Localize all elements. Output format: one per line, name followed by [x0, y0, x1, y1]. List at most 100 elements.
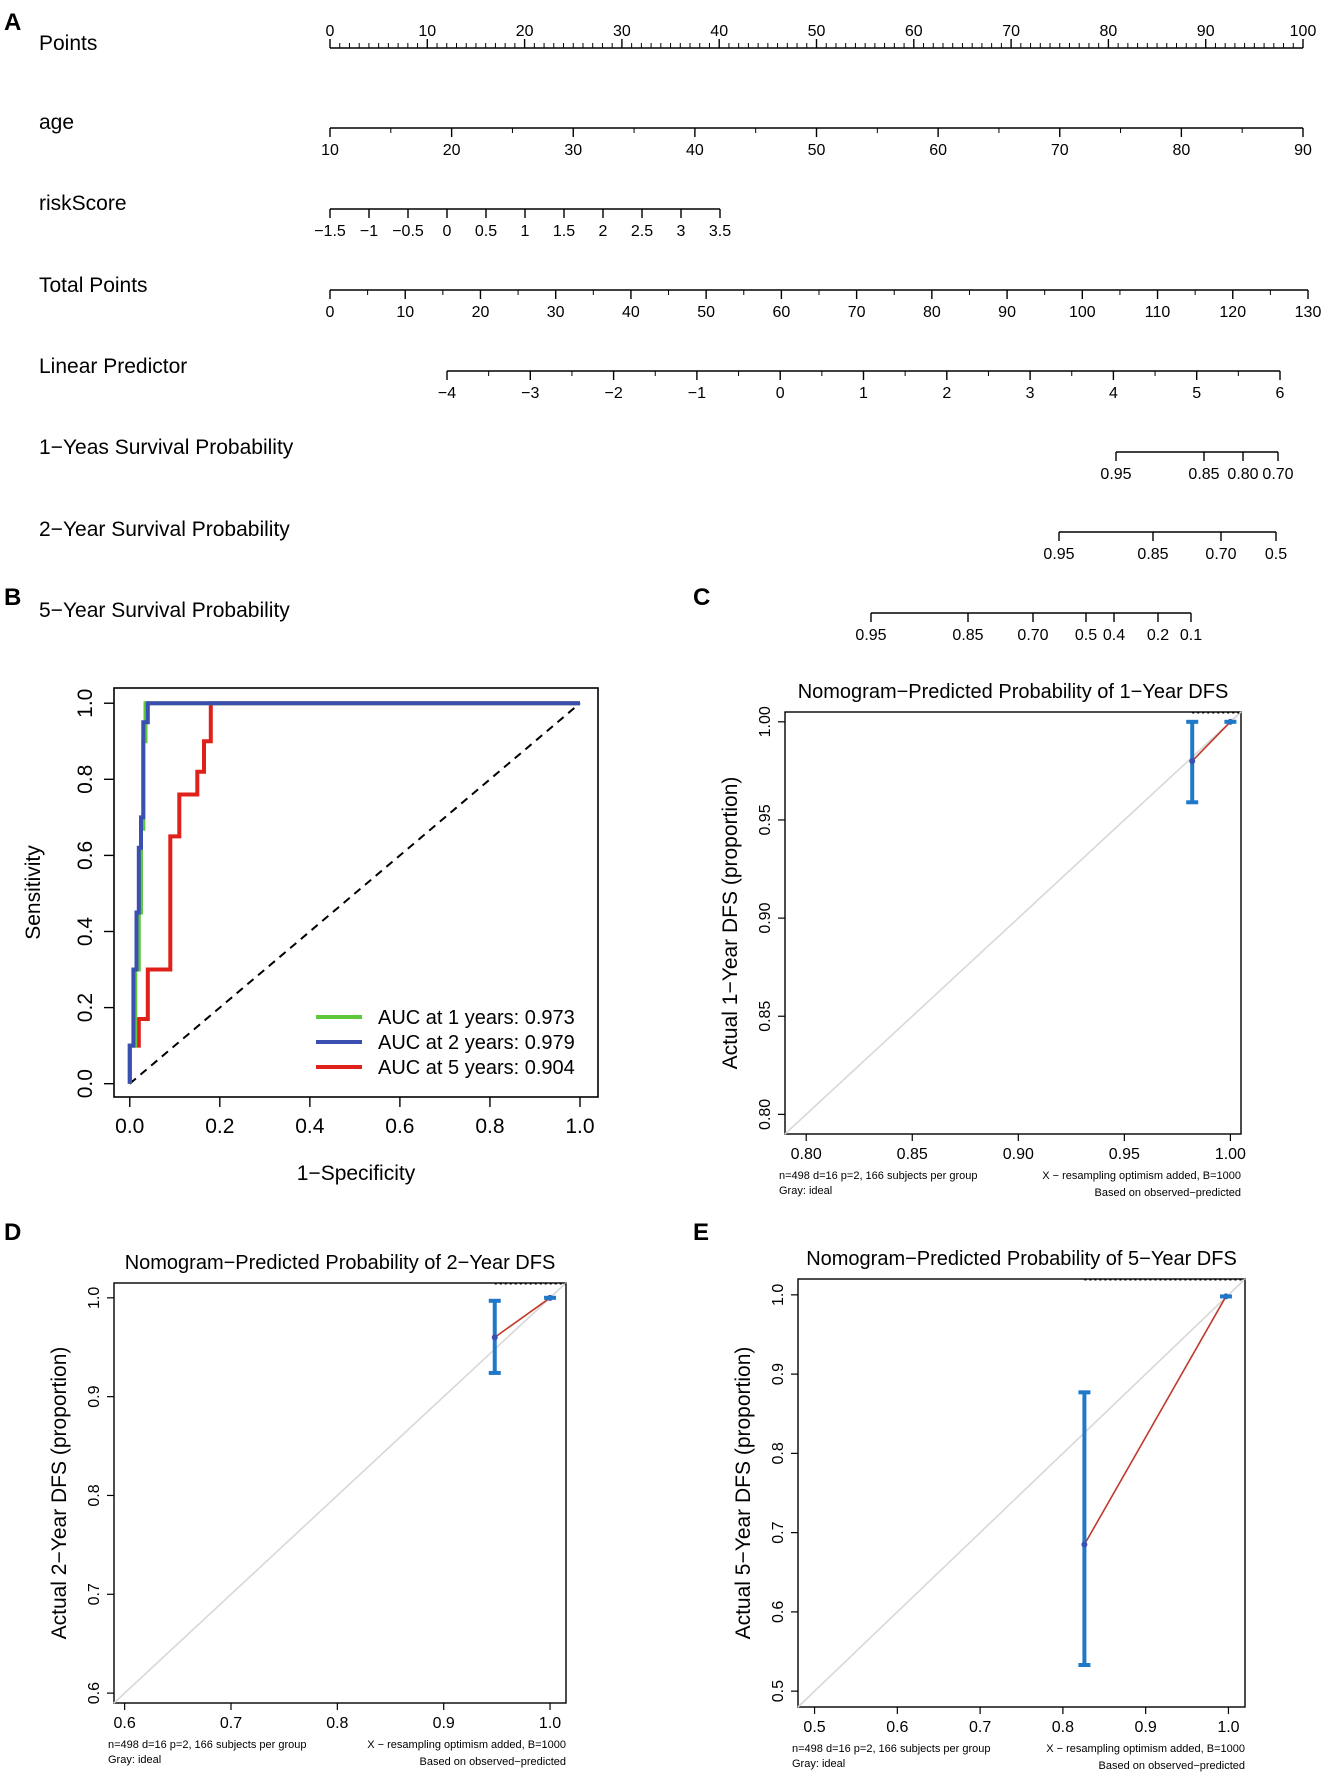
y-tick-label: 0.95	[757, 804, 774, 835]
y-axis-label: Actual 5−Year DFS (proportion)	[732, 1347, 755, 1640]
tick-label: 80	[1100, 23, 1118, 40]
note-left-2: Gray: ideal	[779, 1185, 832, 1197]
calibration-point	[1081, 1541, 1088, 1548]
row-label: 1−Yeas Survival Probability	[39, 436, 294, 459]
calibration-line	[1083, 1296, 1227, 1545]
note-right-1: X − resampling optimism added, B=1000	[367, 1739, 566, 1751]
panel-label-e: E	[693, 1219, 709, 1246]
tick-label: 0.5	[1075, 627, 1097, 644]
note-left-2: Gray: ideal	[108, 1754, 161, 1766]
tick-label: −0.5	[392, 223, 424, 240]
tick-label: 40	[622, 304, 640, 321]
nomogram-row: age 10 20 30 40 50 60 70 80 90	[39, 111, 1312, 159]
tick-label: 0.70	[1262, 466, 1293, 483]
x-tick-label: 0.9	[433, 1715, 455, 1732]
tick-label: 0.70	[1017, 627, 1048, 644]
tick-label: 70	[848, 304, 866, 321]
x-tick-label: 0.8	[475, 1115, 504, 1138]
tick-label: −3	[521, 385, 539, 402]
x-tick-label: 0.90	[1003, 1146, 1034, 1163]
note-right-1: X − resampling optimism added, B=1000	[1046, 1743, 1245, 1755]
tick-label: 0.85	[1137, 546, 1168, 563]
y-tick-label: 0.8	[86, 1484, 103, 1506]
tick-label: 3.5	[709, 223, 731, 240]
x-tick-label: 0.4	[295, 1115, 325, 1138]
nomogram-row: 2−Year Survival Probability 0.95 0.85 0.70 0…	[39, 518, 1287, 563]
x-tick-label: 0.80	[791, 1146, 822, 1163]
y-tick-label: 0.5	[770, 1680, 787, 1702]
tick-label: 0.5	[475, 223, 497, 240]
tick-label: 1	[859, 385, 868, 402]
tick-label: 2	[942, 385, 951, 402]
legend-label: AUC at 1 years: 0.973	[378, 1007, 575, 1029]
tick-label: 30	[613, 23, 631, 40]
nomogram-row: Points 0 10 20 30 40 50 60 70 80 90 100	[39, 23, 1316, 55]
y-tick-label: 0.6	[74, 841, 97, 870]
row-label: 2−Year Survival Probability	[39, 518, 290, 541]
tick-label: 90	[1197, 23, 1215, 40]
tick-label: −1.5	[314, 223, 346, 240]
chart-title: Nomogram−Predicted Probability of 5−Year…	[806, 1248, 1237, 1270]
tick-label: 120	[1219, 304, 1246, 321]
tick-label: 0	[326, 304, 335, 321]
y-tick-label: 0.7	[770, 1521, 787, 1543]
x-tick-label: 0.85	[897, 1146, 928, 1163]
note-left-1: n=498 d=16 p=2, 166 subjects per group	[108, 1739, 306, 1751]
row-label: Points	[39, 32, 97, 55]
y-tick-label: 1.00	[757, 706, 774, 737]
tick-label: 100	[1290, 23, 1317, 40]
plot-frame	[784, 711, 1242, 1135]
tick-label: 0.80	[1227, 466, 1258, 483]
note-left-1: n=498 d=16 p=2, 166 subjects per group	[779, 1170, 977, 1182]
nomogram-row: Linear Predictor −4 −3 −2 −1 0 1 2 3 4 5 6	[39, 355, 1285, 402]
y-axis-label: Actual 2−Year DFS (proportion)	[48, 1347, 71, 1640]
roc-chart: 0.0 0.0 0.2 0.2 0.4 0.4 0.6 0.6 0.8 0.8 1.0 1.0 1−Sp…	[22, 687, 599, 1185]
x-tick-label: 0.6	[385, 1115, 414, 1138]
tick-label: 0.2	[1147, 627, 1169, 644]
tick-label: 0.85	[1188, 466, 1219, 483]
y-tick-label: 0.7	[86, 1583, 103, 1605]
y-axis-label: Sensitivity	[22, 845, 45, 940]
y-axis-label: Actual 1−Year DFS (proportion)	[719, 777, 742, 1070]
tick-label: 0	[326, 23, 335, 40]
tick-label: 2.5	[631, 223, 653, 240]
tick-label: 1.5	[553, 223, 575, 240]
tick-label: 0.4	[1103, 627, 1125, 644]
note-left-2: Gray: ideal	[792, 1758, 845, 1770]
tick-label: 0.5	[1265, 546, 1287, 563]
tick-label: 20	[472, 304, 490, 321]
y-tick-label: 0.80	[757, 1099, 774, 1130]
tick-label: 90	[998, 304, 1016, 321]
legend: AUC at 1 years: 0.973 AUC at 2 years: 0.9…	[316, 1007, 575, 1079]
x-tick-label: 1.0	[539, 1715, 561, 1732]
tick-label: 90	[1294, 142, 1312, 159]
panel-label-b: B	[4, 584, 21, 611]
nomogram-row: Total Points 0 10 20 30 40 50 60 70 80 90 100 110 120…	[39, 274, 1321, 321]
tick-label: 3	[1026, 385, 1035, 402]
x-tick-label: 1.0	[565, 1115, 594, 1138]
tick-label: 0.70	[1205, 546, 1236, 563]
tick-label: 60	[772, 304, 790, 321]
x-tick-label: 1.00	[1215, 1146, 1246, 1163]
x-tick-label: 0.0	[115, 1115, 144, 1138]
tick-label: 100	[1069, 304, 1096, 321]
tick-label: 6	[1276, 385, 1285, 402]
y-tick-label: 0.6	[770, 1601, 787, 1623]
tick-label: 0.95	[1100, 466, 1131, 483]
y-tick-label: 1.0	[86, 1287, 103, 1309]
note-right-2: Based on observed−predicted	[1099, 1760, 1245, 1772]
y-tick-label: 0.4	[74, 917, 97, 947]
nomogram-row: 5−Year Survival Probability 0.95 0.85 0.70 0…	[39, 599, 1202, 644]
tick-label: 70	[1002, 23, 1020, 40]
y-tick-label: 0.0	[74, 1069, 97, 1098]
calibration-chart-c: Nomogram−Predicted Probability of 1−Year…	[719, 681, 1246, 1199]
note-left-1: n=498 d=16 p=2, 166 subjects per group	[792, 1743, 990, 1755]
row-label: Linear Predictor	[39, 355, 187, 378]
tick-label: 70	[1051, 142, 1069, 159]
panel-label-a: A	[4, 9, 21, 36]
ideal-line	[797, 1278, 1246, 1708]
x-tick-label: 0.9	[1135, 1719, 1157, 1736]
y-tick-label: 0.8	[74, 765, 97, 794]
row-label: 5−Year Survival Probability	[39, 599, 290, 622]
